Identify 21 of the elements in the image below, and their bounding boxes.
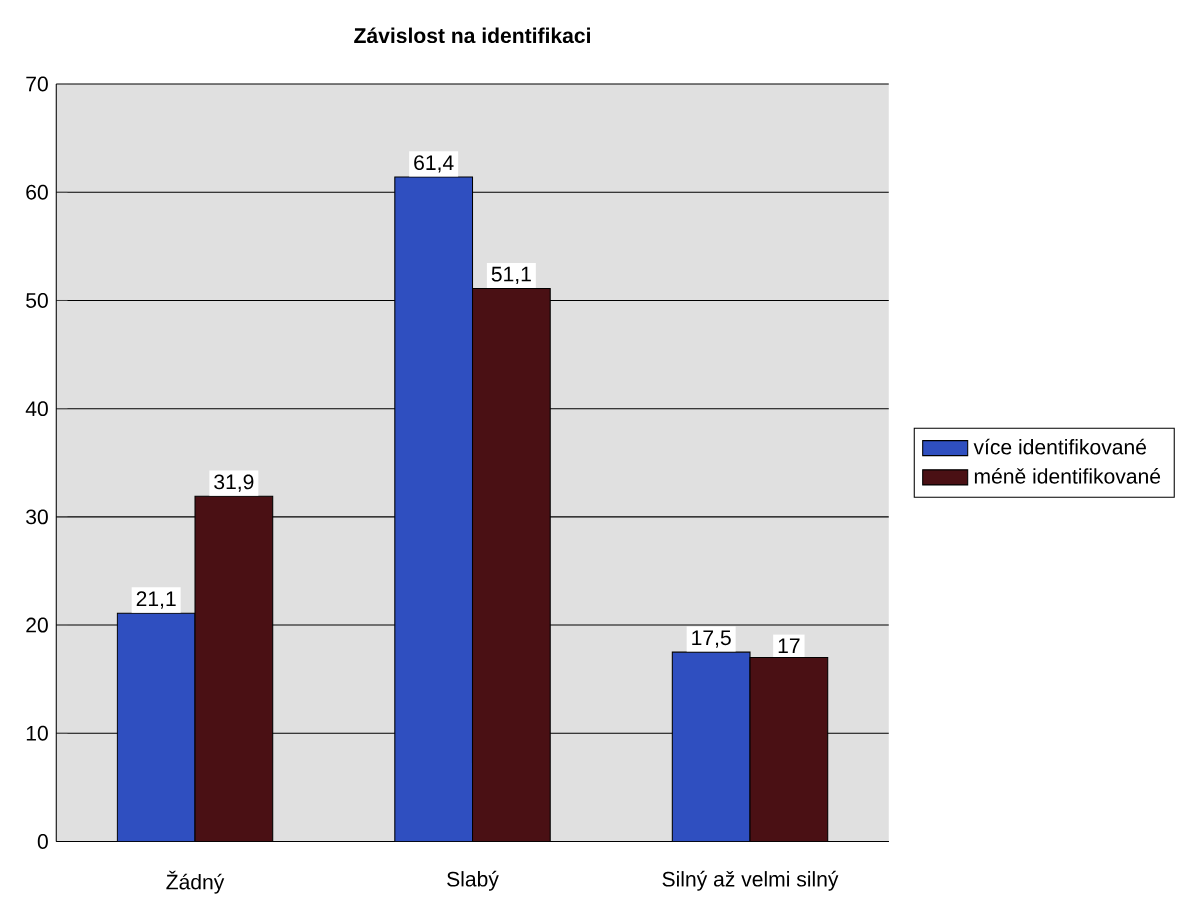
x-tick-label: Žádný xyxy=(166,870,225,894)
y-tick-label: 10 xyxy=(26,725,48,741)
y-tick-label: 30 xyxy=(26,509,48,525)
x-tick-label: Silný až velmi silný xyxy=(662,870,839,891)
data-label: 51,1 xyxy=(491,266,531,285)
data-label: 17,5 xyxy=(692,630,731,648)
y-tick-label: 0 xyxy=(37,834,48,849)
y-tick-label: 60 xyxy=(26,184,48,200)
bar xyxy=(749,657,829,842)
legend-label: více identifikované xyxy=(973,438,1147,455)
data-label: 21,1 xyxy=(136,591,176,609)
legend-label: méně identifikované xyxy=(974,468,1161,484)
data-label: 31,9 xyxy=(214,474,254,492)
y-tick-label: 20 xyxy=(26,617,48,633)
x-tick-label: Slabý xyxy=(447,870,499,891)
y-tick-label: 70 xyxy=(26,76,48,92)
y-tick-label: 40 xyxy=(25,401,48,417)
data-label: 17 xyxy=(778,638,800,654)
y-tick-label: 50 xyxy=(26,292,48,308)
chart-title: Závislost na identifikaci xyxy=(354,27,590,44)
data-label: 61,4 xyxy=(414,155,454,173)
